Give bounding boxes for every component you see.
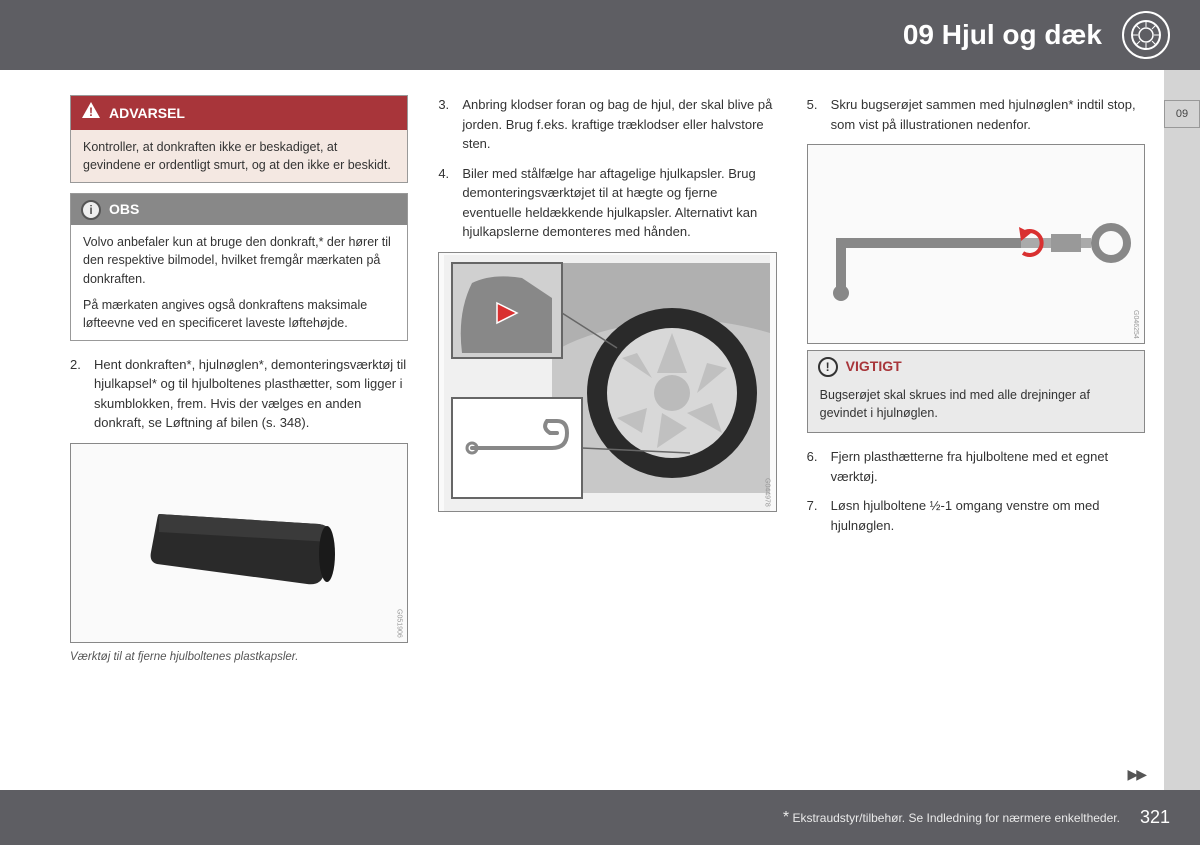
fig-label: G051906 (393, 609, 404, 638)
footer-bar: * Ekstraudstyr/tilbehør. Se Indledning f… (0, 790, 1200, 845)
obs-p2: På mærkaten angives også donkraftens mak… (83, 296, 395, 332)
content-area: ! ADVARSEL Kontroller, at donkraften ikk… (70, 95, 1145, 775)
step-3: 3. Anbring klodser foran og bag de hjul,… (438, 95, 776, 154)
step-num: 2. (70, 355, 94, 433)
step-text: Fjern plasthætterne fra hjulboltene med … (831, 447, 1145, 486)
step-text: Skru bugserøjet sammen med hjulnøglen* i… (831, 95, 1145, 134)
important-title: VIGTIGT (846, 356, 902, 377)
important-box: ! VIGTIGT Bugserøjet skal skrues ind med… (807, 350, 1145, 433)
chapter-title: 09 Hjul og dæk (903, 19, 1102, 51)
page-number: 321 (1140, 807, 1170, 828)
step-num: 7. (807, 496, 831, 535)
obs-title: OBS (109, 199, 139, 220)
obs-p1: Volvo anbefaler kun at bruge den donkraf… (83, 233, 395, 287)
step-7: 7. Løsn hjulboltene ½-1 omgang venstre o… (807, 496, 1145, 535)
warning-box: ! ADVARSEL Kontroller, at donkraften ikk… (70, 95, 408, 183)
figure-wheel: G044978 (438, 252, 776, 512)
step-5: 5. Skru bugserøjet sammen med hjulnøglen… (807, 95, 1145, 134)
column-2: 3. Anbring klodser foran og bag de hjul,… (438, 95, 776, 775)
step-text: Hent donkraften*, hjulnøglen*, demonteri… (94, 355, 408, 433)
right-sidebar (1164, 70, 1200, 790)
obs-body: Volvo anbefaler kun at bruge den donkraf… (71, 225, 407, 340)
warning-title: ADVARSEL (109, 103, 185, 124)
fig-label: G046254 (1129, 310, 1140, 339)
step-num: 3. (438, 95, 462, 154)
svg-text:!: ! (89, 105, 93, 119)
column-3: 5. Skru bugserøjet sammen med hjulnøglen… (807, 95, 1145, 775)
step-num: 4. (438, 164, 462, 242)
important-body: Bugserøjet skal skrues ind med alle drej… (808, 382, 1144, 432)
step-num: 5. (807, 95, 831, 134)
continue-icon: ▶▶ (1127, 766, 1145, 783)
warning-header: ! ADVARSEL (71, 96, 407, 130)
header-bar: 09 Hjul og dæk (0, 0, 1200, 70)
step-text: Biler med stålfælge har aftagelige hjulk… (462, 164, 776, 242)
step-num: 6. (807, 447, 831, 486)
tire-icon (1122, 11, 1170, 59)
figure-caption: Værktøj til at fjerne hjulboltenes plast… (70, 649, 408, 666)
warning-triangle-icon: ! (81, 101, 101, 125)
step-text: Anbring klodser foran og bag de hjul, de… (462, 95, 776, 154)
important-icon: ! (818, 357, 838, 377)
figure-wrench: G046254 (807, 144, 1145, 344)
obs-header: i OBS (71, 194, 407, 225)
step-4: 4. Biler med stålfælge har aftagelige hj… (438, 164, 776, 242)
column-1: ! ADVARSEL Kontroller, at donkraften ikk… (70, 95, 408, 775)
info-icon: i (81, 200, 101, 220)
figure-tool: G051906 (70, 443, 408, 643)
step-2: 2. Hent donkraften*, hjulnøglen*, demont… (70, 355, 408, 433)
step-6: 6. Fjern plasthætterne fra hjulboltene m… (807, 447, 1145, 486)
fig-label: G044978 (761, 478, 772, 507)
chapter-tab: 09 (1164, 100, 1200, 128)
important-header: ! VIGTIGT (808, 351, 1144, 382)
footer-note: * Ekstraudstyr/tilbehør. Se Indledning f… (783, 809, 1120, 827)
warning-body: Kontroller, at donkraften ikke er beskad… (71, 130, 407, 182)
obs-box: i OBS Volvo anbefaler kun at bruge den d… (70, 193, 408, 341)
step-text: Løsn hjulboltene ½-1 omgang venstre om m… (831, 496, 1145, 535)
